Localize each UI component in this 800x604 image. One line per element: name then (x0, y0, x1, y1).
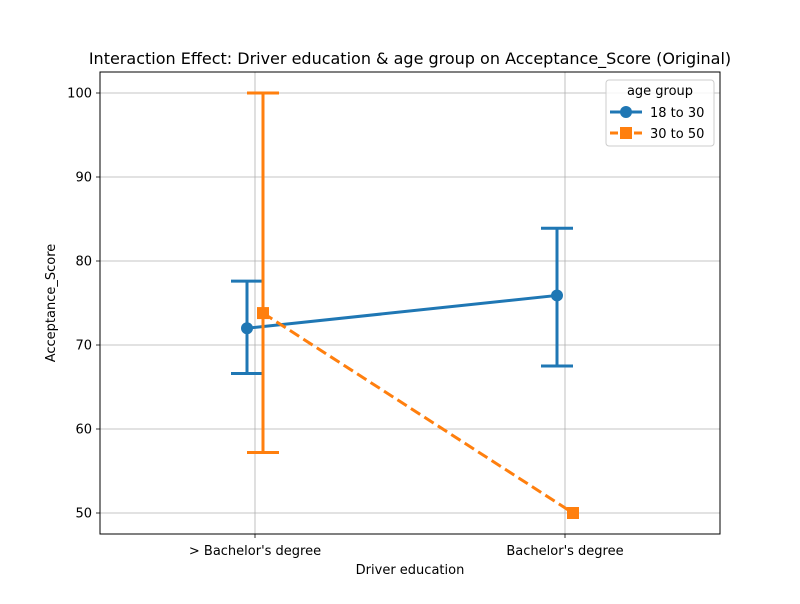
data-point (551, 289, 563, 302)
series-line (246, 293, 558, 330)
legend-marker (620, 106, 632, 118)
y-axis-ticks: 50 60 70 80 90 100 (67, 87, 100, 522)
x-axis-ticks: > Bachelor's degree Bachelor's degree (189, 534, 624, 559)
legend-label: 18 to 30 (650, 106, 704, 121)
y-tick-label: 90 (75, 171, 92, 186)
y-axis-label: Acceptance_Score (44, 244, 59, 363)
legend-label: 30 to 50 (650, 127, 704, 142)
x-tick-label: > Bachelor's degree (189, 544, 321, 559)
y-tick-label: 80 (75, 255, 92, 270)
legend-title: age group (627, 84, 693, 99)
data-point (257, 307, 269, 320)
data-marks (231, 91, 579, 519)
legend-frame (605, 79, 715, 147)
y-tick-label: 100 (67, 87, 92, 102)
x-axis-label: Driver education (356, 563, 465, 578)
data-point (567, 507, 579, 519)
grid-lines (100, 72, 720, 534)
chart-title: Interaction Effect: Driver education & a… (89, 49, 731, 69)
data-point (241, 322, 253, 335)
plot-frame (99, 71, 721, 535)
series-line (262, 311, 574, 515)
legend-marker (620, 127, 632, 139)
y-tick-label: 70 (75, 339, 92, 354)
x-tick-label: Bachelor's degree (506, 544, 623, 559)
y-tick-label: 60 (75, 423, 92, 438)
legend: age group 18 to 30 30 to 50 (605, 79, 715, 147)
y-tick-label: 50 (75, 507, 92, 522)
